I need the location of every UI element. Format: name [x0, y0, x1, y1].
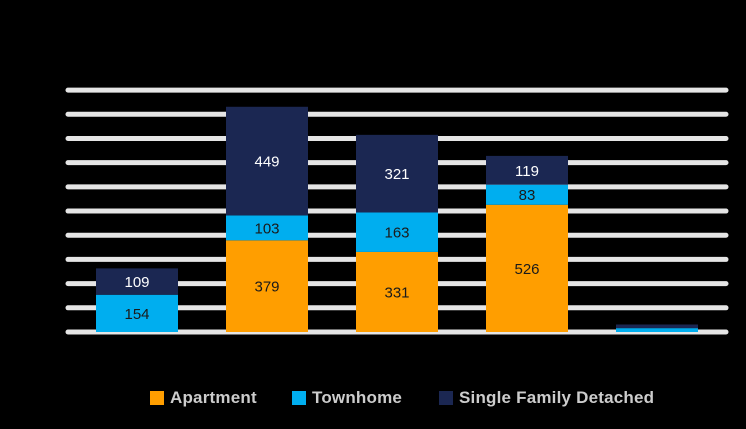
bar-segment [486, 184, 568, 205]
legend-item-townhome: Townhome [292, 384, 402, 412]
legend-swatch-single-family-detached [439, 391, 453, 405]
bar-segment [96, 268, 178, 295]
legend: Apartment Townhome Single Family Detache… [0, 384, 746, 412]
bar-segment [356, 134, 438, 213]
bar-segment [226, 240, 308, 332]
data-label: 321 [384, 166, 409, 183]
bar-segment [486, 204, 568, 332]
bar-segment [356, 251, 438, 332]
data-label: 119 [515, 163, 539, 180]
data-label: 526 [514, 261, 539, 278]
data-label: 154 [124, 306, 149, 323]
legend-label-townhome: Townhome [312, 388, 403, 407]
data-label: 163 [384, 225, 409, 242]
bar-segment [616, 324, 698, 329]
legend-label-apartment: Apartment [170, 388, 257, 407]
data-label: 449 [254, 154, 279, 171]
bar-segment [616, 328, 698, 332]
bar-segment [226, 106, 308, 216]
legend-label-single-family-detached: Single Family Detached [459, 388, 655, 407]
bar-segment [356, 212, 438, 252]
legend-swatch-apartment [150, 391, 164, 405]
bar-segment [96, 294, 178, 332]
legend-swatch-townhome [292, 391, 306, 405]
legend-item-single-family-detached: Single Family Detached [439, 384, 654, 412]
data-label: 103 [254, 220, 279, 237]
data-label: 331 [384, 284, 409, 301]
data-label: 109 [124, 274, 149, 291]
data-label: 83 [519, 187, 536, 204]
legend-item-apartment: Apartment [150, 384, 257, 412]
bar-segment [486, 155, 568, 185]
data-label: 379 [254, 279, 279, 296]
bar-segment [226, 215, 308, 241]
